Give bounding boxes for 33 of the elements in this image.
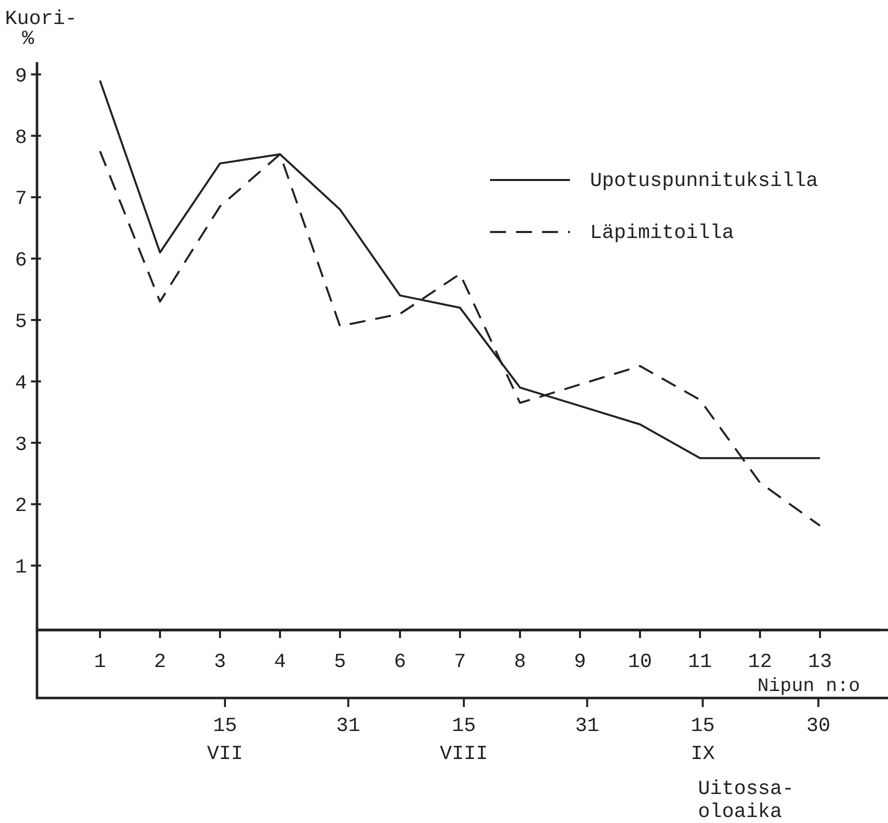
x-tick-label: 7 [454, 651, 466, 674]
x-tick-label: 5 [334, 651, 346, 674]
x-tick-label: 1 [94, 651, 106, 674]
x2-tick-label: 31 [575, 715, 600, 738]
x-tick-label: 10 [628, 651, 652, 674]
x-tick-label: 9 [574, 651, 586, 674]
x-tick-label: 6 [394, 651, 406, 674]
x-tick-label: 11 [688, 651, 712, 674]
legend-label: Läpimitoilla [590, 222, 734, 245]
x2-tick-label: 30 [806, 715, 830, 738]
x-tick-label: 2 [154, 651, 166, 674]
x2-tick-label: 15 VIII [440, 715, 488, 766]
y-tick-label: 5 [14, 311, 27, 334]
x-tick-label: 12 [748, 651, 772, 674]
y-tick-label: 1 [14, 556, 27, 580]
y-tick-label: 4 [14, 372, 27, 396]
legend-label: Upotuspunnituksilla [590, 170, 818, 193]
y-tick-label: 9 [14, 65, 27, 88]
x-axis-title: Nipun n:o [757, 675, 860, 697]
x-tick-label: 4 [274, 651, 286, 674]
x-tick-label: 3 [214, 651, 226, 674]
y-axis-title: Kuori- % [5, 8, 78, 51]
x-tick-label: 8 [514, 651, 526, 674]
y-tick-label: 3 [14, 434, 27, 457]
x2-axis-title: Uitossa- oloaika [698, 778, 794, 823]
y-tick-label: 2 [14, 495, 27, 518]
x2-tick-label: 15 VII [206, 715, 243, 766]
y-tick-label: 7 [14, 188, 27, 212]
x2-tick-label: 31 [336, 715, 360, 738]
y-tick-label: 6 [14, 250, 27, 273]
x2-tick-label: 15 IX [690, 715, 715, 766]
y-tick-label: 8 [14, 126, 27, 150]
x-tick-label: 13 [808, 651, 832, 674]
